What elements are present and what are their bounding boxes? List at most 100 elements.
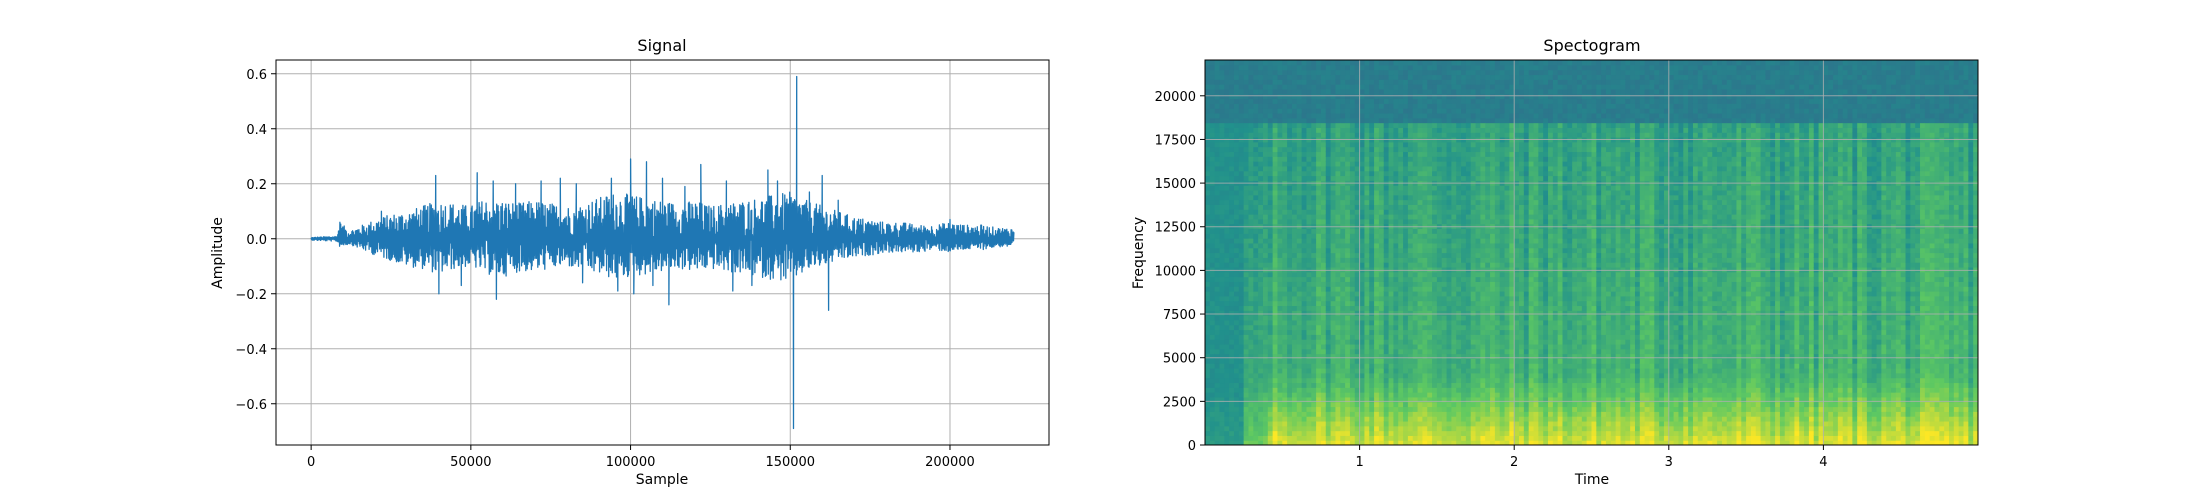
spectrogram-cell: [1219, 79, 1225, 85]
spectrogram-cell: [1456, 60, 1462, 66]
spectrogram-cell: [1475, 242, 1481, 249]
spectrogram-cell: [1316, 420, 1322, 427]
spectrogram-cell: [1461, 127, 1467, 133]
spectrogram-cell: [1412, 103, 1419, 109]
spectrogram-cell: [1359, 257, 1366, 263]
spectrogram-cell: [1306, 372, 1312, 379]
spectrogram-cell: [1296, 214, 1303, 220]
spectrogram-cell: [1205, 199, 1211, 205]
spectrogram-cell: [1465, 189, 1472, 196]
spectrogram-cell: [1316, 300, 1322, 307]
spectrogram-cell: [1253, 411, 1259, 417]
spectrogram-cell: [1219, 411, 1225, 417]
spectrogram-cell: [1277, 117, 1283, 124]
spectrogram-cell: [1354, 69, 1361, 76]
spectrogram-cell: [1282, 353, 1288, 359]
spectrogram-cell: [1340, 329, 1346, 335]
spectrogram-cell: [1398, 324, 1404, 331]
spectrogram-cell: [1398, 64, 1404, 71]
spectrogram-cell: [1330, 93, 1337, 100]
spectrogram-cell: [1412, 127, 1419, 133]
spectrogram-cell: [1456, 343, 1462, 350]
spectrogram-cell: [1291, 238, 1298, 244]
spectrogram-cell: [1378, 199, 1385, 205]
spectrogram-cell: [1224, 185, 1230, 191]
spectrogram-cell: [1475, 64, 1481, 71]
spectrogram-cell: [1316, 430, 1322, 436]
spectrogram-cell: [1374, 319, 1380, 326]
spectrogram-cell: [1301, 88, 1308, 95]
spectrogram-cell: [1316, 103, 1322, 109]
spectrogram-cell: [1238, 189, 1245, 196]
spectrogram-cell: [1320, 199, 1327, 205]
spectrogram-cell: [1417, 368, 1424, 374]
spectrogram-cell: [1465, 310, 1472, 316]
spectrogram-cell: [1465, 411, 1472, 417]
spectrogram-cell: [1417, 146, 1424, 153]
spectrogram-cell: [1219, 257, 1225, 263]
spectrogram-cell: [1243, 396, 1250, 403]
spectrogram-cell: [1412, 329, 1419, 335]
spectrogram-cell: [1388, 440, 1395, 445]
spectrogram-cell: [1480, 69, 1486, 76]
spectrogram-cell: [1364, 214, 1370, 220]
spectrogram-cell: [1291, 204, 1298, 210]
spectrogram-cell: [1456, 286, 1462, 292]
spectrogram-cell: [1369, 286, 1375, 292]
spectrogram-cell: [1287, 214, 1293, 220]
spectrogram-cell: [1388, 300, 1395, 307]
spectrogram-cell: [1393, 242, 1399, 249]
spectrogram-cell: [1485, 84, 1491, 90]
spectrogram-cell: [1330, 238, 1337, 244]
spectrogram-cell: [1291, 156, 1298, 162]
spectrogram-cell: [1205, 242, 1211, 249]
spectrogram-cell: [1238, 300, 1245, 307]
spectrogram-cell: [1403, 300, 1409, 307]
spectrogram-cell: [1229, 170, 1235, 177]
spectrogram-cell: [1494, 204, 1501, 210]
spectrogram-cell: [1499, 295, 1506, 302]
spectrogram-cell: [1388, 175, 1395, 181]
spectrogram-cell: [1465, 377, 1472, 384]
spectrogram-cell: [1349, 300, 1356, 307]
spectrogram-cell: [1470, 64, 1477, 71]
spectrogram-cell: [1248, 161, 1254, 167]
spectrogram-cell: [1296, 286, 1303, 292]
spectrogram-cell: [1393, 88, 1399, 95]
spectrogram-cell: [1209, 343, 1216, 350]
spectrogram-cell: [1485, 291, 1491, 297]
spectrogram-cell: [1398, 435, 1404, 441]
spectrogram-cell: [1233, 209, 1240, 215]
spectrogram-cell: [1480, 165, 1486, 172]
spectrogram-cell: [1494, 88, 1501, 95]
spectrogram-cell: [1465, 60, 1472, 66]
spectrogram-cell: [1320, 324, 1327, 331]
spectrogram-cell: [1214, 377, 1221, 384]
spectrogram-cell: [1277, 98, 1283, 104]
spectrogram-cell: [1436, 401, 1443, 408]
spectrogram-cell: [1499, 185, 1506, 191]
spectrogram-cell: [1229, 252, 1235, 258]
spectrogram-cell: [1388, 252, 1395, 258]
spectrogram-cell: [1475, 141, 1481, 148]
spectrogram-cell: [1291, 252, 1298, 258]
spectrogram-cell: [1306, 79, 1312, 85]
spectrogram-cell: [1311, 218, 1317, 225]
spectrogram-cell: [1224, 420, 1230, 427]
spectrogram-cell: [1296, 242, 1303, 249]
spectrogram-cell: [1205, 276, 1211, 282]
spectrogram-cell: [1349, 185, 1356, 191]
spectrogram-cell: [1224, 406, 1230, 412]
spectrogram-cell: [1277, 440, 1283, 445]
spectrogram-cell: [1349, 146, 1356, 153]
spectrogram-cell: [1311, 392, 1317, 398]
spectrogram-cell: [1272, 64, 1279, 71]
spectrogram-cell: [1233, 315, 1240, 321]
spectrogram-cell: [1345, 324, 1351, 331]
spectrogram-cell: [1407, 199, 1414, 205]
spectrogram-cell: [1403, 84, 1409, 90]
spectrogram-cell: [1446, 266, 1452, 273]
spectrogram-cell: [1320, 348, 1327, 355]
spectrogram-cell: [1296, 98, 1303, 104]
spectrogram-cell: [1306, 98, 1312, 104]
